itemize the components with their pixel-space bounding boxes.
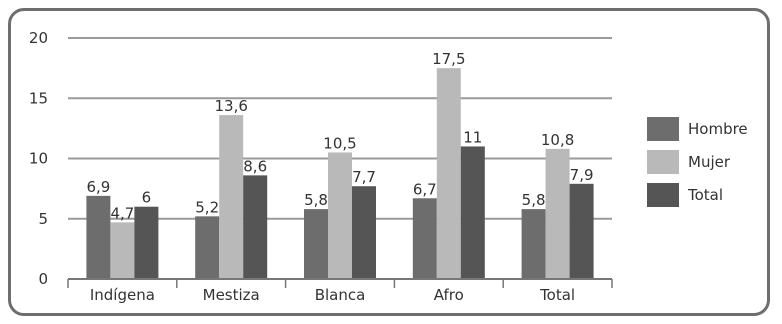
bar-total-4 <box>569 183 594 279</box>
bar-hombre-4 <box>521 209 546 279</box>
bars <box>86 68 594 280</box>
bar-mujer-2 <box>328 152 352 279</box>
x-axis: Indígena Mestiza Blanca Afro Total <box>67 278 613 304</box>
data-label: 7,9 <box>570 166 594 184</box>
legend-swatch-mujer <box>647 150 679 174</box>
y-axis-ticks: 0 5 10 15 20 <box>29 29 48 288</box>
bar-total-0 <box>134 206 159 279</box>
data-label: 6,7 <box>413 180 437 198</box>
bar-mujer-0 <box>110 222 135 279</box>
bar-mujer-3 <box>436 68 461 279</box>
x-category-label: Blanca <box>315 286 366 304</box>
data-label: 5,8 <box>522 191 546 209</box>
data-label: 13,6 <box>214 97 247 115</box>
data-label: 5,8 <box>304 191 328 209</box>
x-category-label: Mestiza <box>203 286 260 304</box>
legend-label-total: Total <box>687 186 723 204</box>
bar-mujer-4 <box>545 148 570 279</box>
bar-hombre-1 <box>195 216 220 279</box>
legend-label-hombre: Hombre <box>688 120 748 138</box>
legend-swatch-hombre <box>647 117 679 141</box>
y-tick-label: 0 <box>38 270 48 288</box>
data-label: 6 <box>142 189 152 207</box>
data-label: 6,9 <box>86 178 110 196</box>
bar-total-3 <box>460 146 485 279</box>
data-labels: 6,94,7 6 5,2 13,6 8,6 5,8 10,5 7,7 6,7 17,5 11 5,8 1… <box>86 50 593 222</box>
data-label: 10,8 <box>541 131 574 149</box>
data-label: 7,7 <box>352 168 376 186</box>
y-tick-label: 10 <box>29 150 48 168</box>
legend-label-mujer: Mujer <box>688 153 731 171</box>
data-label: 4,7 <box>110 204 134 222</box>
data-label: 5,2 <box>195 198 219 216</box>
bar-hombre-0 <box>86 195 111 279</box>
y-tick-label: 20 <box>29 29 48 47</box>
data-label: 10,5 <box>323 134 356 152</box>
x-category-label: Afro <box>434 286 464 304</box>
y-tick-label: 15 <box>29 89 48 107</box>
bar-hombre-3 <box>412 198 437 279</box>
data-label: 17,5 <box>432 50 465 68</box>
bar-hombre-2 <box>304 209 328 279</box>
y-tick-label: 5 <box>38 210 48 228</box>
x-category-label: Total <box>539 286 575 304</box>
legend: Hombre Mujer Total <box>647 117 748 207</box>
bar-mujer-1 <box>219 115 244 280</box>
bar-total-1 <box>243 175 268 279</box>
data-label: 8,6 <box>243 157 267 175</box>
legend-swatch-total <box>647 183 679 207</box>
data-label: 11 <box>463 128 482 146</box>
bar-total-2 <box>352 186 376 279</box>
x-category-label: Indígena <box>90 286 155 304</box>
